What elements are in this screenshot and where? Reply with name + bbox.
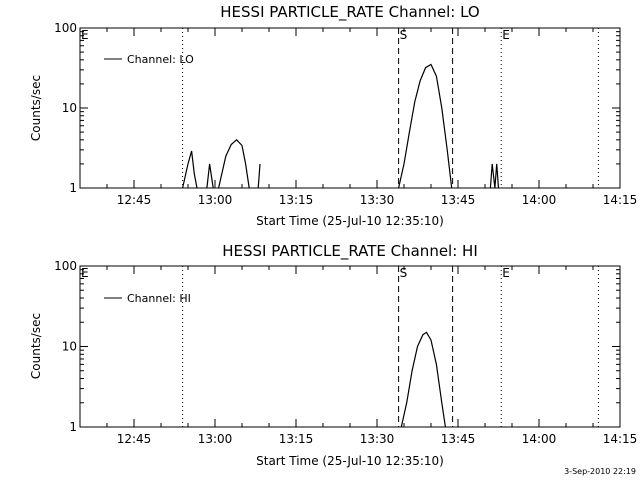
x-tick-label: 14:00: [522, 432, 557, 446]
time-marker-label: E: [81, 28, 89, 42]
x-tick-label: 13:45: [441, 432, 476, 446]
y-tick-label: 100: [54, 259, 77, 273]
x-tick-label: 14:00: [522, 193, 557, 207]
time-marker-label: E: [81, 266, 89, 280]
series-line: [218, 138, 250, 189]
axis-ticks: 12:45 13:00 13:15 13:30 13:45 14:00 14:15 1 10 10…: [54, 259, 637, 446]
x-tick-label: 13:00: [198, 193, 233, 207]
x-axis-label: Start Time (25-Jul-10 12:35:10): [256, 214, 444, 228]
legend-label: Channel: HI: [127, 292, 191, 305]
timestamp: 3-Sep-2010 22:19: [564, 467, 636, 476]
x-tick-label: 12:45: [117, 432, 152, 446]
x-tick-label: 13:15: [279, 193, 314, 207]
time-marker-label: E: [502, 266, 510, 280]
x-tick-label: 13:00: [198, 432, 233, 446]
y-tick-label: 100: [54, 21, 77, 35]
axis-ticks: 12:45 13:00 13:15 13:30 13:45 14:00 14:15 1 10 10…: [54, 21, 637, 207]
time-marker-label: S: [400, 266, 408, 280]
y-axis-label: Counts/sec: [29, 313, 43, 379]
series-line: [489, 163, 500, 189]
plot-frame: [79, 27, 621, 189]
time-marker-label: E: [502, 28, 510, 42]
series-line: [257, 163, 261, 189]
y-tick-label: 1: [69, 181, 77, 195]
y-axis-label: Counts/sec: [29, 75, 43, 141]
x-tick-label: 13:45: [441, 193, 476, 207]
plot-frame: [79, 265, 621, 428]
series-lines: [182, 63, 500, 189]
series-line: [182, 150, 198, 189]
legend-label: Channel: LO: [127, 53, 194, 66]
panel-hi: HESSI PARTICLE_RATE Channel: HI E S E 12:4…: [29, 242, 637, 468]
panel-title: HESSI PARTICLE_RATE Channel: LO: [220, 3, 479, 22]
y-tick-label: 1: [69, 420, 77, 434]
x-tick-label: 14:15: [603, 432, 638, 446]
x-tick-label: 13:30: [360, 193, 395, 207]
x-tick-label: 13:30: [360, 432, 395, 446]
x-tick-label: 12:45: [117, 193, 152, 207]
series-line: [398, 63, 453, 189]
x-axis-label: Start Time (25-Jul-10 12:35:10): [256, 454, 444, 468]
x-tick-label: 13:15: [279, 432, 314, 446]
y-tick-label: 10: [62, 340, 77, 354]
series-line: [400, 331, 446, 428]
series-line: [206, 163, 214, 189]
series-lines: [400, 331, 446, 428]
x-tick-label: 14:15: [603, 193, 638, 207]
panel-lo: HESSI PARTICLE_RATE Channel: LO E S E 12:4…: [29, 3, 637, 228]
y-tick-label: 10: [62, 101, 77, 115]
panel-title: HESSI PARTICLE_RATE Channel: HI: [222, 242, 478, 261]
time-marker-label: S: [400, 28, 408, 42]
